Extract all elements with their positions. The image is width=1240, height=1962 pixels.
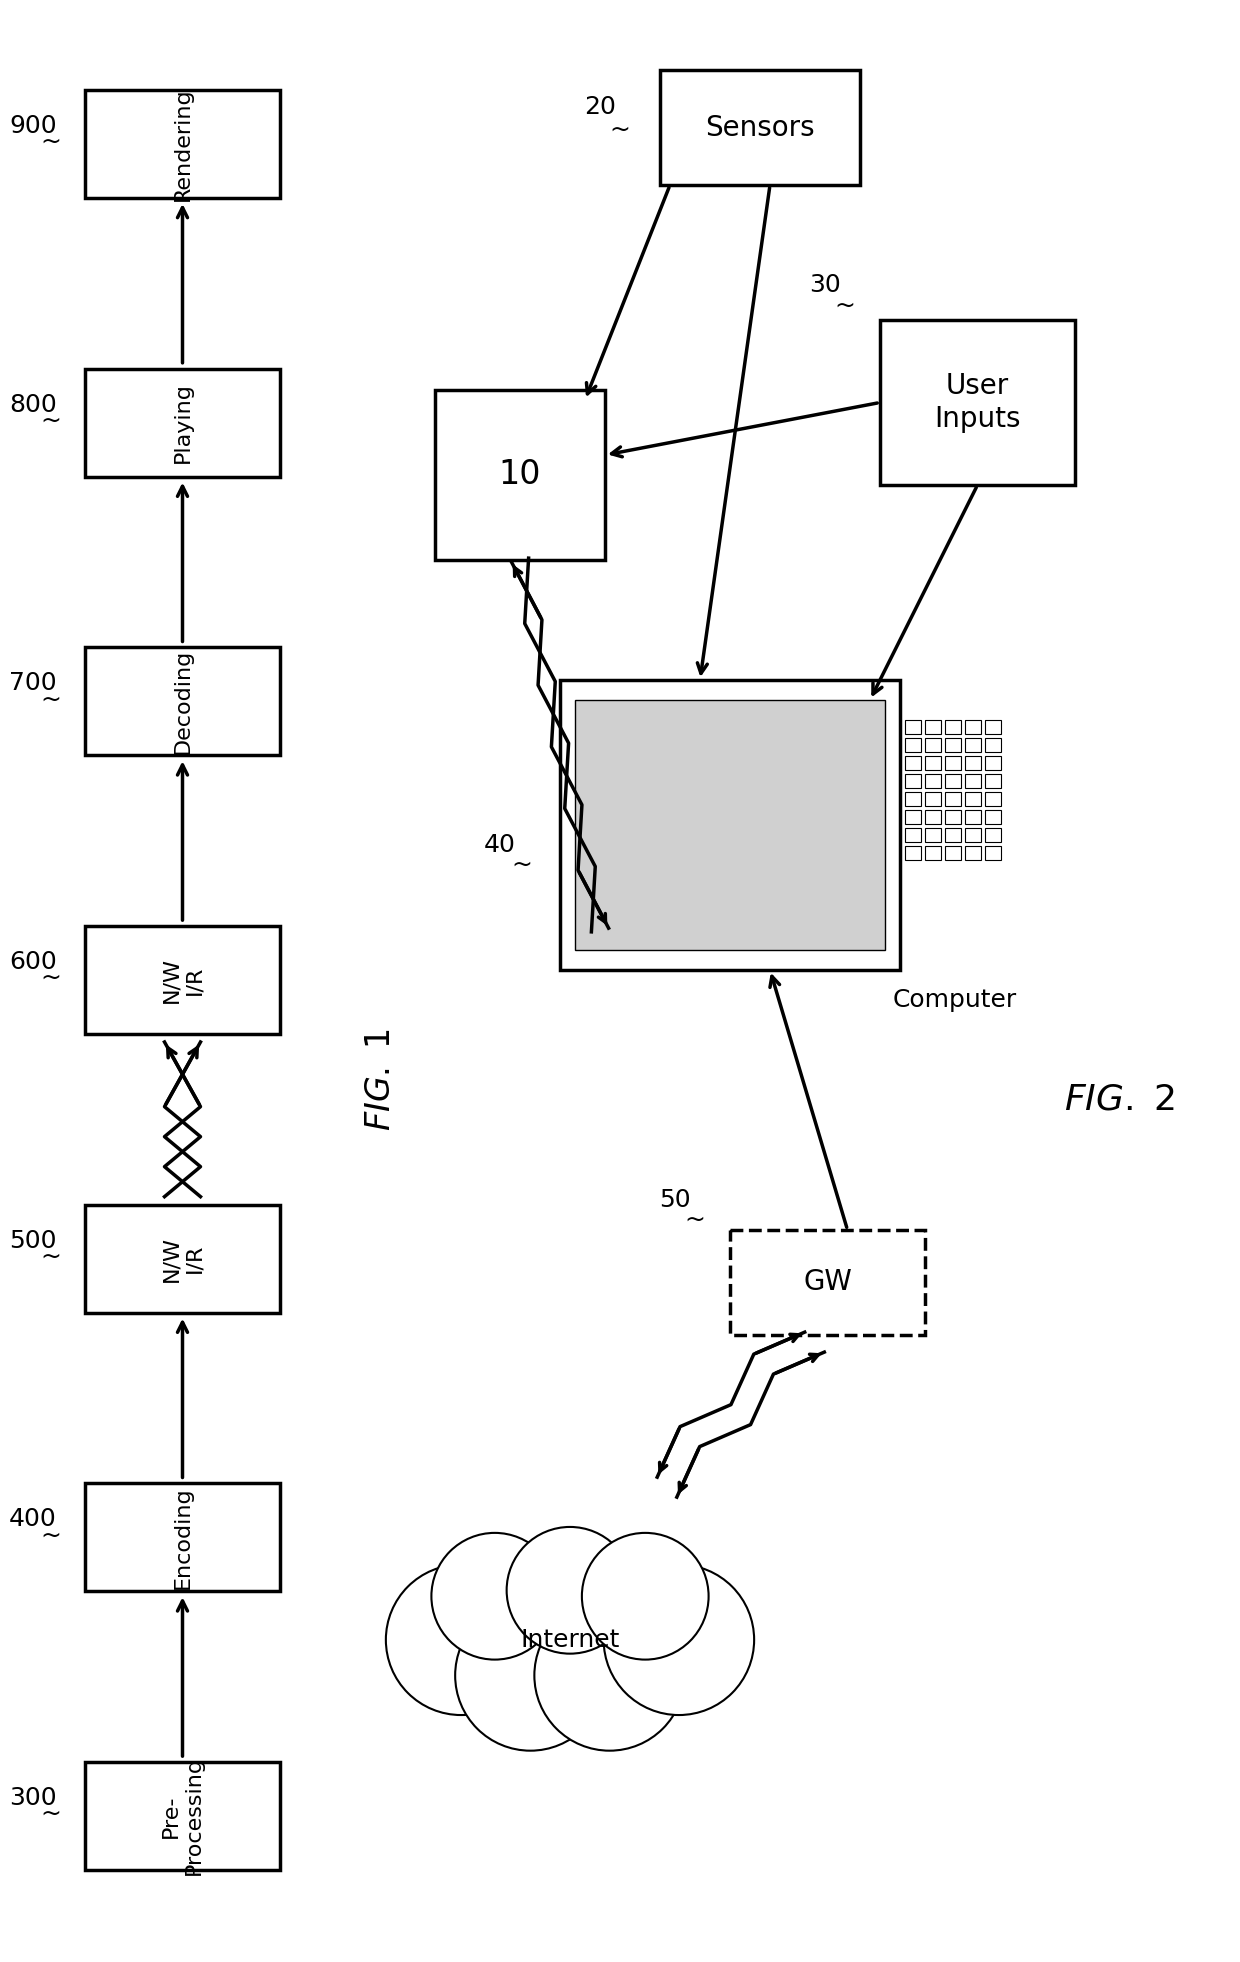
Bar <box>925 720 941 734</box>
Text: ~: ~ <box>41 129 62 153</box>
Text: Rendering: Rendering <box>172 86 192 200</box>
Bar <box>965 828 981 842</box>
Bar <box>86 90 280 198</box>
Bar <box>925 793 941 806</box>
Bar <box>965 773 981 789</box>
Bar <box>660 71 861 184</box>
Bar <box>985 846 1001 859</box>
Bar <box>86 647 280 755</box>
Text: N/W
I/R: N/W I/R <box>161 1236 205 1281</box>
Bar <box>925 738 941 751</box>
Text: 700: 700 <box>9 671 57 695</box>
Bar <box>575 700 885 950</box>
Bar <box>880 320 1075 485</box>
Bar <box>965 720 981 734</box>
Text: Playing: Playing <box>172 383 192 463</box>
Bar <box>945 720 961 734</box>
Text: ~: ~ <box>41 408 62 434</box>
Text: ~: ~ <box>512 853 532 877</box>
Text: Computer: Computer <box>893 989 1017 1012</box>
Bar <box>965 793 981 806</box>
Text: Decoding: Decoding <box>172 649 192 753</box>
Bar <box>925 755 941 769</box>
Text: Sensors: Sensors <box>706 114 815 141</box>
Bar <box>965 738 981 751</box>
Text: 50: 50 <box>660 1189 691 1213</box>
Bar <box>925 773 941 789</box>
Bar <box>905 846 921 859</box>
Text: 300: 300 <box>9 1785 57 1811</box>
Circle shape <box>507 1526 634 1654</box>
Bar <box>985 720 1001 734</box>
Bar <box>925 846 941 859</box>
Text: 30: 30 <box>810 273 841 296</box>
Circle shape <box>386 1564 537 1715</box>
Text: ~: ~ <box>684 1209 706 1232</box>
Text: ~: ~ <box>41 1244 62 1269</box>
Bar <box>985 810 1001 824</box>
Text: ~: ~ <box>835 294 856 318</box>
Bar <box>86 1483 280 1591</box>
Bar <box>560 681 900 969</box>
Circle shape <box>582 1532 708 1660</box>
Text: ~: ~ <box>41 965 62 991</box>
Text: Encoding: Encoding <box>172 1485 192 1589</box>
Bar <box>965 755 981 769</box>
Bar <box>945 810 961 824</box>
Circle shape <box>604 1564 754 1715</box>
Circle shape <box>432 1532 558 1660</box>
Bar <box>905 738 921 751</box>
Bar <box>905 755 921 769</box>
Bar <box>945 773 961 789</box>
Text: 400: 400 <box>9 1507 57 1530</box>
Bar <box>905 828 921 842</box>
Text: 10: 10 <box>498 459 541 492</box>
Text: User
Inputs: User Inputs <box>934 373 1021 434</box>
Text: Pre-
Processing: Pre- Processing <box>161 1756 205 1876</box>
Text: 600: 600 <box>9 950 57 973</box>
Bar <box>945 846 961 859</box>
Bar <box>945 738 961 751</box>
Bar <box>905 793 921 806</box>
Bar <box>965 810 981 824</box>
Bar <box>435 390 605 559</box>
Text: ~: ~ <box>41 687 62 712</box>
Text: 20: 20 <box>584 96 616 120</box>
Circle shape <box>534 1601 684 1750</box>
Bar <box>730 1230 925 1334</box>
Text: GW: GW <box>804 1269 852 1297</box>
Bar <box>985 755 1001 769</box>
Bar <box>86 1205 280 1313</box>
Bar <box>905 773 921 789</box>
Bar <box>945 755 961 769</box>
Bar <box>985 828 1001 842</box>
Bar <box>86 926 280 1034</box>
Bar <box>925 828 941 842</box>
Text: 40: 40 <box>484 834 516 857</box>
Bar <box>985 793 1001 806</box>
Text: $\mathit{FIG.\ 2}$: $\mathit{FIG.\ 2}$ <box>1064 1083 1176 1116</box>
Bar <box>905 720 921 734</box>
Bar <box>86 1762 280 1870</box>
Text: N/W
I/R: N/W I/R <box>161 957 205 1003</box>
Circle shape <box>455 1601 605 1750</box>
Bar <box>86 369 280 477</box>
Text: ~: ~ <box>610 118 630 141</box>
Bar <box>925 810 941 824</box>
Text: Internet: Internet <box>521 1628 620 1652</box>
Bar <box>985 738 1001 751</box>
Text: 900: 900 <box>9 114 57 137</box>
Text: $\mathit{FIG.\ 1}$: $\mathit{FIG.\ 1}$ <box>363 1028 397 1130</box>
Bar <box>905 810 921 824</box>
Text: 800: 800 <box>9 392 57 416</box>
Text: ~: ~ <box>41 1801 62 1827</box>
Bar <box>945 828 961 842</box>
Text: 500: 500 <box>9 1228 57 1252</box>
Bar <box>985 773 1001 789</box>
Text: ~: ~ <box>41 1523 62 1548</box>
Bar <box>945 793 961 806</box>
Bar <box>965 846 981 859</box>
